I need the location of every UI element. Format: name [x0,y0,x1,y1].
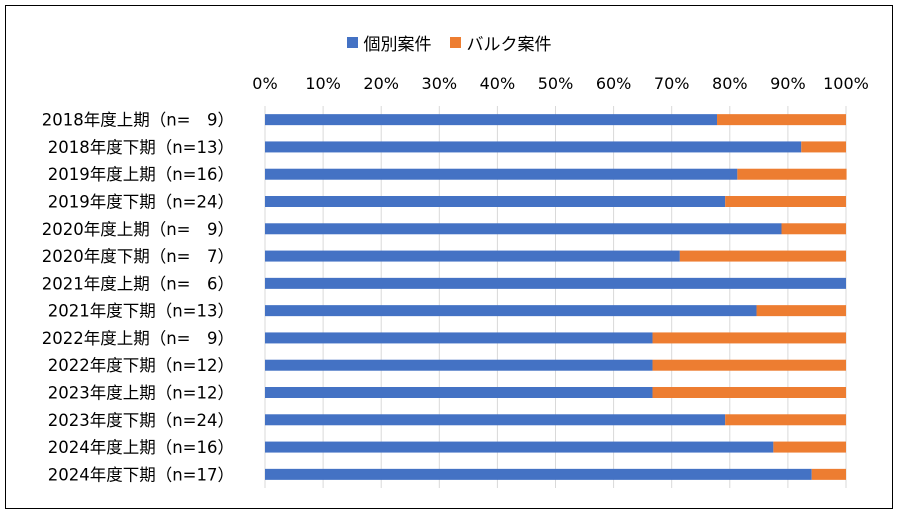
bar-bulk [652,332,846,344]
category-label: 2024年度下期（n=17） [48,465,234,484]
legend-item-bulk: バルク案件 [449,30,552,55]
legend-label-bulk: バルク案件 [466,35,552,55]
category-label: 2023年度上期（n=12） [48,384,234,403]
bar-individual [265,223,782,235]
bar-individual [265,141,802,153]
bar-bulk [679,250,846,262]
category-label: 2024年度上期（n=16） [48,438,234,457]
x-tick-label: 50% [538,74,574,93]
plot-area: 0% 10% 20% 30% 40% 50% 60% 70% 80% 90% 100% 2018年度上… [42,74,869,488]
bar-bulk [737,168,847,180]
category-label: 2021年度上期（n= 6） [42,274,234,293]
bar-bulk [756,305,846,317]
x-tick-label: 20% [363,74,399,93]
bar-individual [265,168,738,180]
category-label: 2020年度上期（n= 9） [42,220,234,239]
x-tick-label: 10% [305,74,341,93]
bar-bulk [725,414,846,426]
bar-individual [265,468,812,480]
category-label: 2018年度下期（n=13） [48,138,234,157]
x-tick-label: 100% [823,74,869,93]
bar-individual [265,196,726,207]
legend-label-individual: 個別案件 [363,35,432,55]
legend: 個別案件 バルク案件 [6,30,892,55]
bar-bulk [811,468,846,480]
category-label: 2022年度下期（n=12） [48,356,234,375]
bar-individual [265,332,653,344]
bar-bulk [652,359,846,371]
bar-bulk [717,114,846,126]
category-label: 2020年度下期（n= 7） [42,247,234,266]
category-label: 2021年度下期（n=13） [48,302,234,321]
bar-bulk [725,196,846,207]
x-tick-label: 30% [422,74,458,93]
x-tick-label: 40% [480,74,516,93]
x-tick-label: 70% [654,74,690,93]
legend-swatch-individual [346,37,358,48]
legend-swatch-bulk [449,37,461,48]
category-label: 2019年度上期（n=16） [48,165,234,184]
x-tick-label: 60% [596,74,632,93]
category-label: 2019年度下期（n=24） [48,193,234,212]
bar-individual [265,387,653,398]
category-label: 2022年度上期（n= 9） [42,329,234,348]
bar-bulk [801,141,846,153]
bar-individual [265,305,757,317]
bar-individual [265,250,680,262]
chart-frame: 個別案件 バルク案件 0% 10% 20% 30% 40% 50% 60% 70% 80% 90%… [5,5,893,509]
category-label: 2018年度上期（n= 9） [42,111,234,130]
category-label: 2023年度下期（n=24） [48,411,234,430]
bar-individual [265,114,718,126]
bar-individual [265,359,653,371]
bar-bulk [773,441,846,453]
legend-item-individual: 個別案件 [346,30,432,55]
x-tick-label: 80% [712,74,748,93]
x-tick-label: 90% [770,74,806,93]
bar-individual [265,441,774,453]
bar-individual [265,277,846,289]
x-tick-label: 0% [252,74,277,93]
bar-individual [265,414,726,426]
bar-bulk [781,223,846,235]
bar-bulk [652,387,846,398]
